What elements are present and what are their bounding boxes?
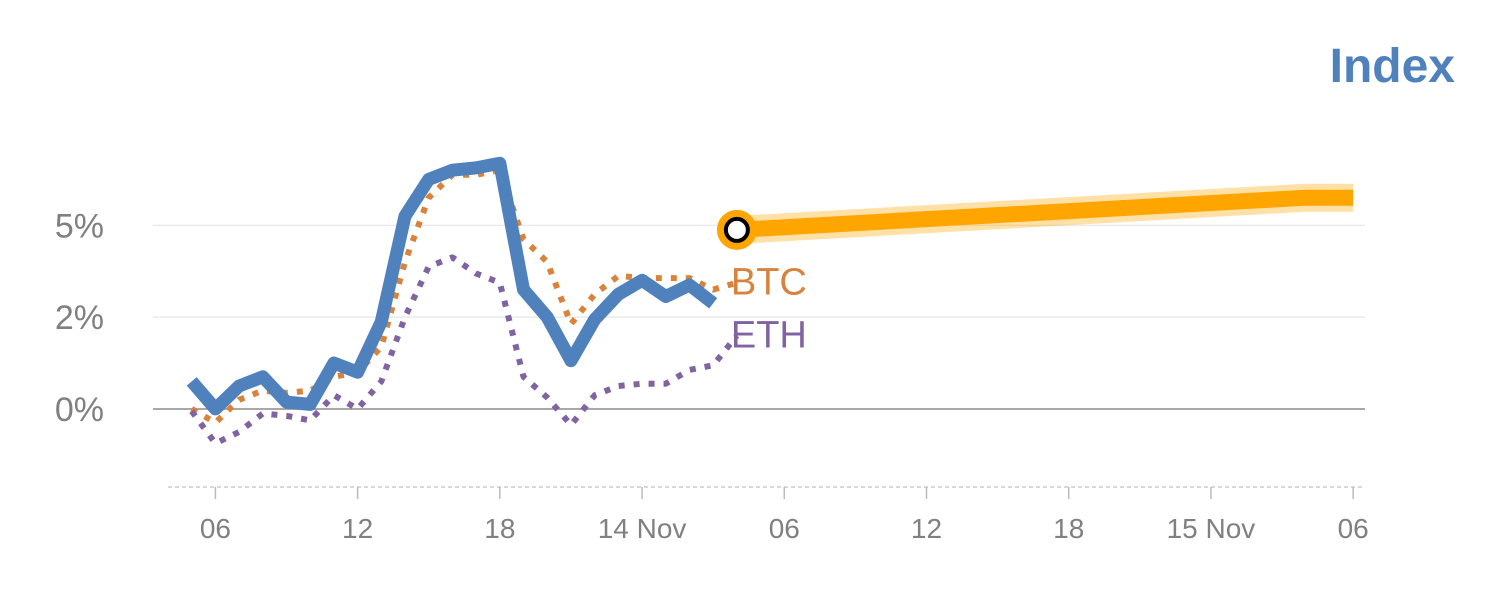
series-projection-line — [736, 183, 1354, 244]
x-tick-label: 06 — [200, 513, 231, 544]
y-tick-label: 0% — [55, 391, 104, 429]
x-axis-tick-labels: 06 12 18 14 Nov 06 12 18 15 Nov 06 — [200, 513, 1369, 544]
y-tick-label: 5% — [55, 207, 104, 245]
marker-inner — [723, 216, 750, 243]
x-tick-label: 18 — [1053, 513, 1084, 544]
series-labels: BTC ETH — [731, 262, 807, 357]
x-tick-label: 12 — [911, 513, 942, 544]
series-path — [186, 156, 718, 416]
x-tick-label: 06 — [769, 513, 800, 544]
x-axis — [168, 486, 1365, 499]
x-tick-label: 14 Nov — [598, 513, 687, 544]
y-tick-label: 2% — [55, 299, 104, 337]
chart-title: Index — [1330, 40, 1456, 93]
x-tick-label: 18 — [484, 513, 515, 544]
current-value-marker — [716, 209, 757, 250]
series-path — [736, 189, 1354, 238]
series-label-btc: BTC — [731, 262, 807, 304]
y-axis-tick-labels: 0% 2% 5% — [55, 207, 104, 429]
series-label-eth: ETH — [731, 314, 807, 356]
x-tick-label: 06 — [1338, 513, 1369, 544]
x-tick-label: 15 Nov — [1167, 513, 1256, 544]
series-path — [189, 254, 740, 447]
series-eth-line — [189, 254, 740, 447]
series-index-line — [186, 156, 718, 416]
x-tick-label: 12 — [342, 513, 373, 544]
series-lines — [186, 156, 1354, 447]
